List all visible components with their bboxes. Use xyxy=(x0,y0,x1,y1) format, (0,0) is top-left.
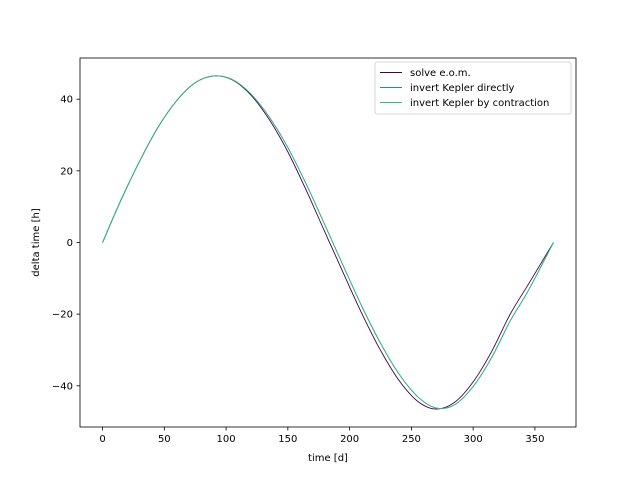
x-tick-label: 0 xyxy=(99,434,105,445)
legend-label: solve e.o.m. xyxy=(410,68,471,79)
legend-label: invert Kepler by contraction xyxy=(410,98,549,109)
x-tick-label: 250 xyxy=(402,434,421,445)
y-tick-label: −20 xyxy=(52,310,73,321)
legend: solve e.o.m. invert Kepler directly invert… xyxy=(374,61,572,115)
series-line-3 xyxy=(102,75,554,410)
series-group xyxy=(102,75,554,410)
legend-box xyxy=(374,61,572,115)
x-tick-label: 100 xyxy=(217,434,236,445)
y-axis-ticks: −40 −20 0 20 40 xyxy=(52,95,80,392)
x-axis-ticks: 0 50 100 150 200 250 300 350 xyxy=(99,427,544,445)
y-tick-label: 20 xyxy=(60,166,73,177)
x-tick-label: 150 xyxy=(278,434,297,445)
x-tick-label: 350 xyxy=(525,434,544,445)
y-tick-label: −40 xyxy=(52,381,73,392)
y-tick-label: 0 xyxy=(67,238,73,249)
y-axis-label: delta time [h] xyxy=(31,208,42,277)
x-axis-label: time [d] xyxy=(308,453,348,464)
x-tick-label: 300 xyxy=(464,434,483,445)
legend-label: invert Kepler directly xyxy=(410,83,515,94)
x-tick-label: 200 xyxy=(340,434,359,445)
x-tick-label: 50 xyxy=(158,434,171,445)
y-tick-label: 40 xyxy=(60,95,73,106)
